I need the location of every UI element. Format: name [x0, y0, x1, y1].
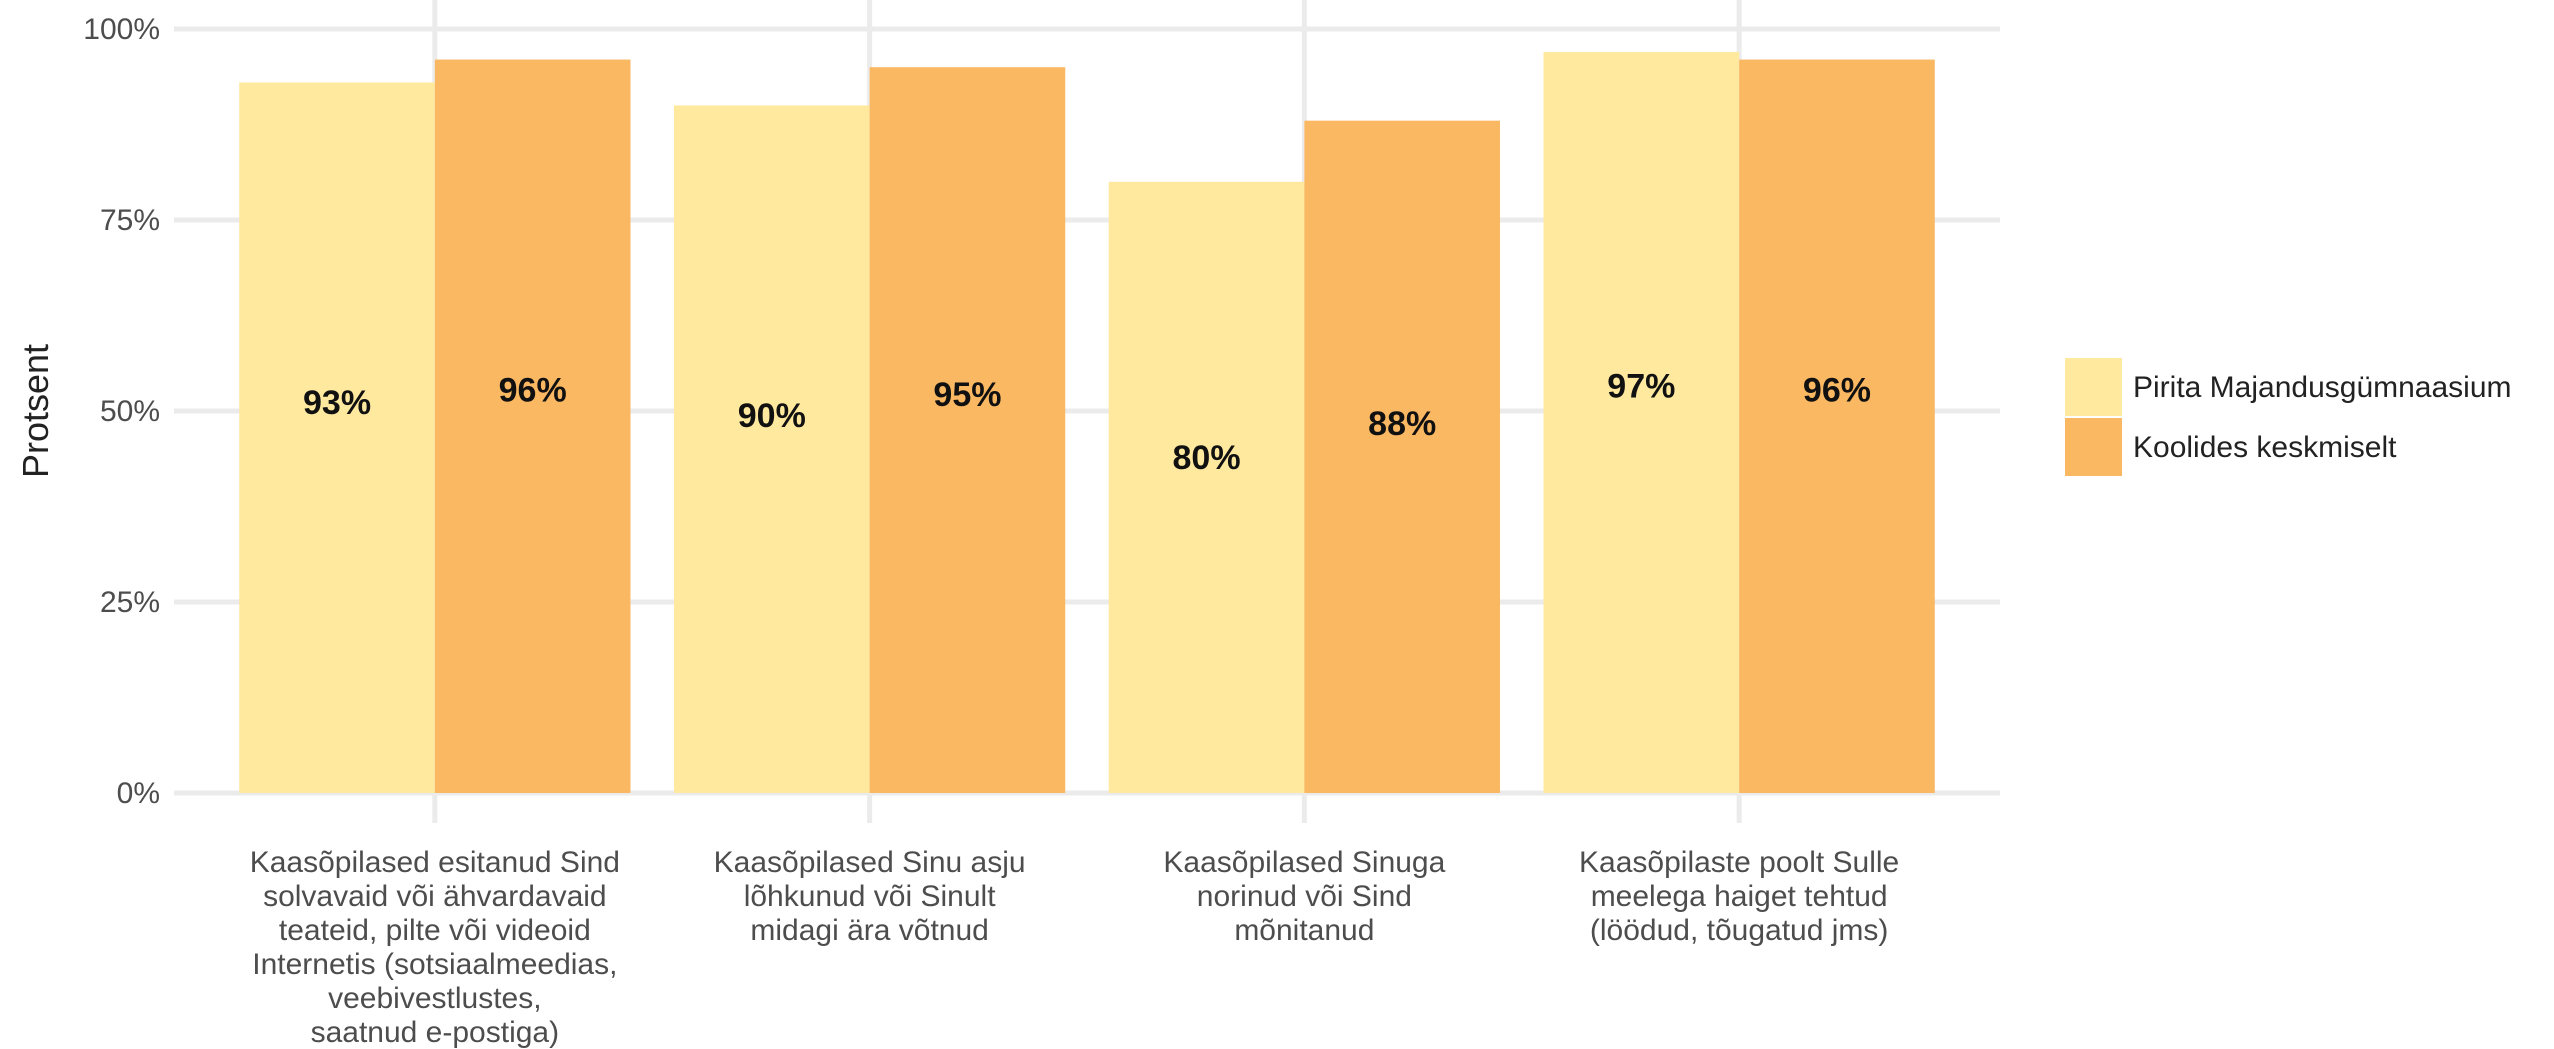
x-tick-label: Kaasõpilaste poolt Sulle meelega haiget t…: [1579, 846, 1899, 947]
data-label: 93%: [303, 384, 371, 422]
x-tick-label: Kaasõpilased esitanud Sind solvavaid või …: [250, 846, 620, 1049]
x-tick-label: Kaasõpilased Sinuga norinud või Sind mõnit…: [1163, 846, 1445, 947]
data-label: 96%: [1803, 372, 1871, 410]
data-label: 96%: [499, 372, 567, 410]
data-label: 97%: [1607, 367, 1675, 405]
bar: [1739, 59, 1935, 794]
bar: [239, 82, 435, 794]
data-label: 80%: [1173, 439, 1241, 477]
legend-label: Koolides keskmiselt: [2133, 431, 2397, 464]
legend-key: [2065, 418, 2122, 476]
data-label: 95%: [933, 376, 1001, 414]
data-label: 88%: [1368, 405, 1436, 443]
x-tick-label: Kaasõpilased Sinu asju lõhkunud või Sinul…: [714, 846, 1026, 947]
bar: [1108, 181, 1305, 794]
y-tick-label: 100%: [83, 13, 160, 46]
bar: [673, 105, 870, 793]
legend-key: [2065, 358, 2122, 416]
bar: [1304, 120, 1501, 794]
y-tick-label: 0%: [117, 777, 160, 810]
y-tick-label: 50%: [100, 395, 160, 428]
bar: [869, 67, 1066, 793]
y-tick-label: 25%: [100, 586, 160, 619]
y-tick-label: 75%: [100, 204, 160, 237]
y-axis-title: Protsent: [15, 344, 56, 478]
data-label: 90%: [738, 397, 806, 435]
bar: [434, 59, 631, 794]
legend-label: Pirita Majandusgümnaasium: [2133, 371, 2512, 404]
bar: [1543, 51, 1740, 794]
